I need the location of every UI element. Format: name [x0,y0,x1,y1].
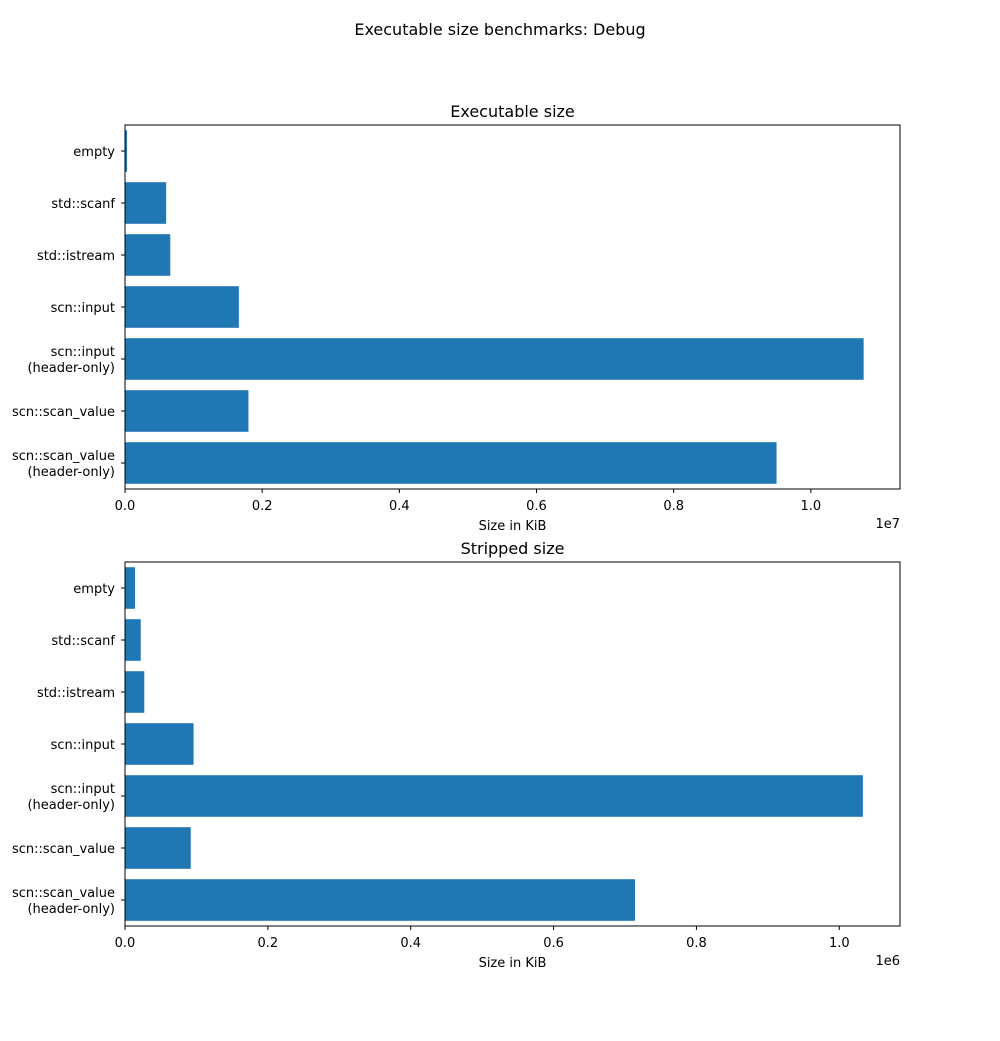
x-tick-label: 0.8 [686,936,707,951]
axes-title: Executable size [450,102,575,121]
bar [125,827,191,869]
x-tick-label: 0.4 [389,499,410,514]
bar [125,286,239,328]
bar [125,879,635,921]
bar [125,775,863,817]
y-tick-label: std::istream [37,249,115,264]
y-tick-label: std::istream [37,686,115,701]
x-axis-offset-label: 1e6 [875,954,900,969]
y-tick-label: scn::scan_value (header-only) [12,449,115,480]
y-tick-label: scn::scan_value [12,842,115,857]
y-tick-label: empty [73,582,115,597]
bar [125,390,249,432]
x-tick-label: 0.6 [526,499,547,514]
bar [125,671,145,713]
x-axis-label: Size in KiB [479,956,547,971]
x-tick-label: 0.8 [663,499,684,514]
bar [125,182,167,224]
x-axis-label: Size in KiB [479,519,547,534]
x-tick-label: 0.4 [400,936,421,951]
y-tick-label: scn::scan_value [12,405,115,420]
y-tick-label: std::scanf [51,197,115,212]
bar [125,619,141,661]
y-tick-label: scn::input (header-only) [27,345,115,376]
bar [125,234,171,276]
axes-title: Stripped size [461,539,565,558]
y-tick-label: std::scanf [51,634,115,649]
bar [125,567,135,609]
bar [125,338,864,380]
bar [125,723,194,765]
x-axis-offset-label: 1e7 [875,517,900,532]
axes-executable-size: emptystd::scanfstd::istreamscn::inputscn… [12,102,901,534]
axes-stripped-size: emptystd::scanfstd::istreamscn::inputscn… [12,539,901,971]
x-tick-label: 1.0 [829,936,850,951]
figure-title: Executable size benchmarks: Debug [354,20,645,39]
y-tick-label: scn::input [51,301,115,316]
bar [125,442,777,484]
y-tick-label: scn::scan_value (header-only) [12,886,115,917]
x-tick-label: 0.2 [252,499,273,514]
x-tick-label: 0.2 [258,936,279,951]
bar [125,130,128,172]
x-tick-label: 0.0 [115,499,136,514]
axes-frame [124,124,901,490]
x-tick-label: 0.6 [543,936,564,951]
y-tick-label: scn::input [51,738,115,753]
y-tick-label: empty [73,145,115,160]
x-tick-label: 0.0 [115,936,136,951]
axes-frame [124,561,901,927]
y-tick-label: scn::input (header-only) [27,782,115,813]
x-tick-label: 1.0 [800,499,821,514]
